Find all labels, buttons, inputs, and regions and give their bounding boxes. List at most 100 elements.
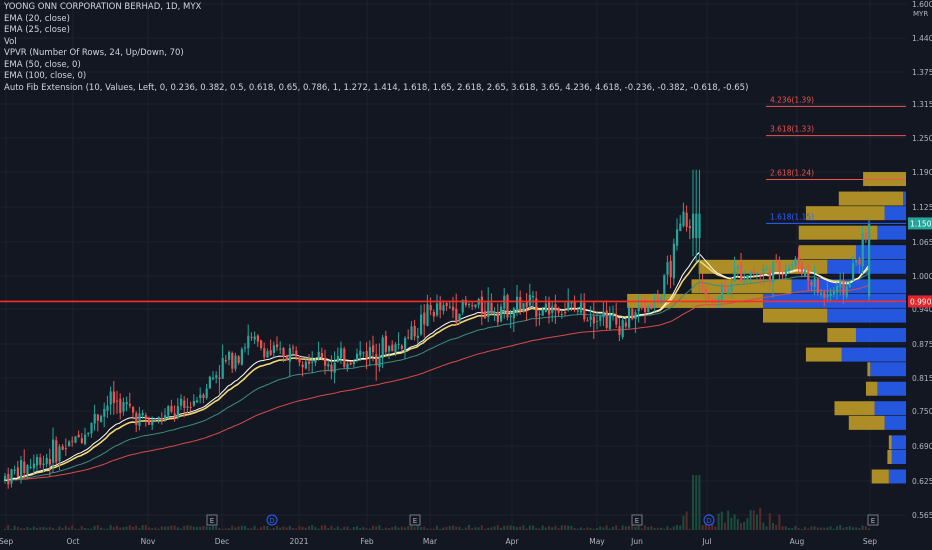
dividend-marker-label: D bbox=[706, 517, 711, 525]
volume-bar bbox=[68, 527, 70, 530]
candle-body bbox=[276, 344, 279, 348]
candle-body bbox=[496, 312, 499, 323]
candle-body bbox=[311, 361, 314, 363]
dividend-marker-icon[interactable] bbox=[266, 514, 278, 526]
candle-body bbox=[583, 302, 586, 320]
candle-body bbox=[634, 312, 637, 320]
volume-bar bbox=[669, 528, 672, 530]
volume-bar bbox=[48, 527, 51, 530]
candle-body bbox=[36, 457, 39, 466]
volume-bar bbox=[701, 525, 704, 530]
volume-bar bbox=[727, 510, 730, 530]
vpvr-down bbox=[867, 362, 871, 377]
candle-body bbox=[96, 414, 99, 421]
y-tick-label: 1.250 bbox=[912, 134, 932, 143]
volume-bar bbox=[452, 525, 454, 530]
volume-bar bbox=[244, 525, 246, 530]
y-tick-label: 0.875 bbox=[912, 340, 932, 349]
volume-bar bbox=[84, 527, 86, 530]
candle-body bbox=[90, 422, 93, 434]
candle-body bbox=[557, 307, 560, 313]
volume-bar bbox=[496, 525, 499, 530]
legend-fib[interactable]: Auto Fib Extension (10, Values, Left, 0,… bbox=[4, 82, 749, 93]
volume-bar bbox=[445, 526, 448, 530]
volume-bar bbox=[29, 528, 32, 530]
volume-bar bbox=[74, 528, 77, 530]
candle-body bbox=[333, 362, 336, 373]
legend-ema100[interactable]: EMA (100, close, 0) bbox=[4, 71, 87, 81]
earnings-marker-icon[interactable] bbox=[867, 514, 879, 526]
earnings-marker-icon[interactable] bbox=[409, 514, 421, 526]
candle-body bbox=[647, 305, 650, 313]
earnings-marker-icon[interactable] bbox=[631, 514, 643, 526]
volume-bar bbox=[544, 527, 547, 530]
candle-body bbox=[720, 286, 723, 300]
legend-ema50[interactable]: EMA (50, close, 0) bbox=[4, 59, 81, 70]
volume-bar bbox=[400, 526, 403, 530]
candle-body bbox=[452, 306, 455, 311]
dividend-marker-icon[interactable] bbox=[703, 514, 715, 526]
legend-ema25[interactable]: EMA (25, close) bbox=[4, 25, 70, 35]
candle-body bbox=[394, 344, 397, 354]
volume-bar bbox=[813, 526, 816, 530]
candle-body bbox=[493, 311, 496, 314]
volume-bar bbox=[468, 525, 470, 530]
volume-bar bbox=[832, 528, 835, 530]
candle-body bbox=[704, 288, 707, 296]
candle-body bbox=[756, 272, 759, 275]
earnings-marker-label: E bbox=[413, 517, 417, 525]
volume-bar bbox=[791, 528, 794, 530]
candle-body bbox=[733, 268, 736, 282]
candlesticks[interactable] bbox=[4, 169, 871, 489]
volume-bar bbox=[839, 525, 842, 530]
volume-bar bbox=[464, 527, 467, 530]
candle-body bbox=[256, 335, 259, 342]
candle-body bbox=[234, 355, 237, 369]
legend-vpvr[interactable]: VPVR (Number Of Rows, 24, Up/Down, 70) bbox=[4, 48, 184, 58]
volume-bar bbox=[458, 526, 461, 530]
candle-body bbox=[16, 467, 19, 477]
candle-body bbox=[775, 262, 778, 264]
candle-body bbox=[260, 340, 263, 349]
volume-bar bbox=[320, 525, 323, 530]
candle-body bbox=[423, 312, 426, 325]
x-tick-label: Jun bbox=[630, 537, 643, 546]
candle-body bbox=[404, 337, 407, 352]
volume-bar bbox=[324, 525, 326, 530]
candle-body bbox=[618, 326, 621, 335]
volume-bar bbox=[330, 525, 333, 530]
candle-body bbox=[132, 406, 135, 413]
candle-body bbox=[189, 406, 192, 408]
candle-body bbox=[724, 284, 727, 292]
candle-body bbox=[141, 413, 144, 416]
candle-body bbox=[164, 415, 167, 419]
price-axis[interactable]: 1.600 1.440 1.375 1.315 1.250 1.190 1.125 1.065… bbox=[906, 0, 932, 550]
candle-body bbox=[455, 308, 458, 323]
candle-body bbox=[589, 316, 592, 320]
volume-bar bbox=[151, 528, 154, 530]
volume-bar bbox=[343, 526, 346, 530]
volume-bar bbox=[442, 527, 445, 530]
candle-body bbox=[381, 337, 384, 359]
legend-vol[interactable]: Vol bbox=[4, 36, 17, 47]
volume-bar bbox=[96, 525, 99, 530]
candle-body bbox=[365, 351, 368, 359]
candle-body bbox=[800, 262, 803, 274]
volume-bar bbox=[384, 527, 387, 530]
volume-bar bbox=[471, 528, 474, 530]
earnings-marker-label: E bbox=[210, 517, 214, 525]
legend-ema20[interactable]: EMA (20, close) bbox=[4, 13, 70, 24]
time-axis[interactable]: Sep Oct Nov Dec 2021 Feb Mar Apr May Jun Jul Aug Sep bbox=[0, 532, 932, 550]
volume-bar bbox=[186, 525, 189, 530]
volume-bar bbox=[61, 528, 64, 530]
volume-bar bbox=[180, 528, 182, 530]
fib-extension: 4.236(1.39) 3.618(1.33) 2.618(1.24) 1.618(1… bbox=[766, 95, 906, 224]
candle-body bbox=[378, 356, 381, 368]
candle-body bbox=[439, 301, 442, 310]
hline-price-label: 0.990 bbox=[910, 297, 932, 306]
earnings-marker-icon[interactable] bbox=[206, 514, 218, 526]
candle-body bbox=[186, 406, 189, 408]
x-tick-label: Sep bbox=[0, 537, 13, 546]
